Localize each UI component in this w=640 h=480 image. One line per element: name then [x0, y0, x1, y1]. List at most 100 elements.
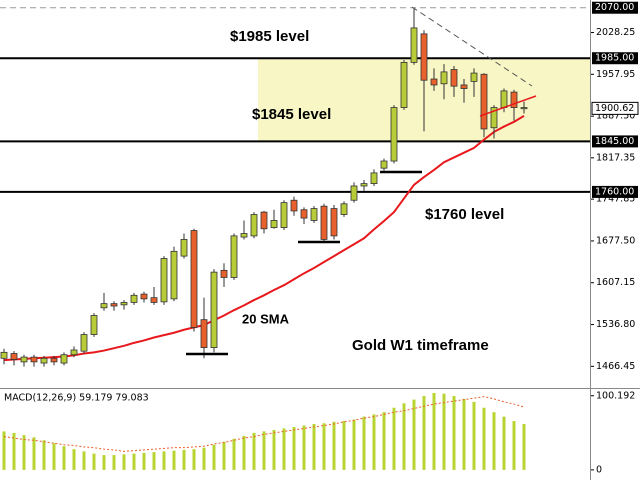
candle-body: [440, 71, 448, 85]
macd-bar: [112, 455, 116, 470]
macd-bar: [222, 441, 226, 470]
macd-bar: [412, 399, 416, 470]
macd-bar: [482, 407, 486, 470]
macd-bar: [492, 412, 496, 470]
candle-body: [240, 233, 248, 238]
macd-bar: [362, 416, 366, 470]
macd-bar: [522, 424, 526, 470]
y-tick-label: 1887.50: [596, 111, 635, 122]
y-tick-label: 1466.45: [596, 361, 635, 372]
y-tick-label: 1817.35: [596, 152, 635, 163]
macd-bar: [432, 392, 436, 470]
level-label: 1760.00: [595, 186, 634, 197]
macd-bar: [162, 451, 166, 470]
y-tick-label: 1677.50: [596, 235, 635, 246]
macd-bar: [192, 449, 196, 470]
annotation: Gold W1 timeframe: [352, 337, 489, 354]
y-tick-label: 1747.85: [596, 194, 635, 205]
macd-bar: [22, 435, 26, 470]
macd-bar: [242, 435, 246, 470]
macd-bar: [282, 428, 286, 470]
macd-bar: [332, 421, 336, 470]
candle-body: [390, 107, 398, 162]
price-label: 1900.62: [595, 103, 634, 114]
macd-bar: [502, 416, 506, 470]
macd-bar: [462, 398, 466, 470]
candle-body: [120, 302, 128, 306]
price-label-box: [591, 101, 639, 115]
support-line: [479, 95, 537, 117]
level-label-box: [592, 52, 638, 65]
candle-body: [0, 351, 8, 359]
macd-bar: [512, 421, 516, 470]
macd-bar: [72, 449, 76, 470]
macd-bar: [292, 426, 296, 470]
y-tick-label: 1607.15: [596, 277, 635, 288]
candle-body: [520, 107, 528, 110]
candle-body: [420, 33, 428, 81]
candle-body: [80, 334, 88, 352]
annotation: $1845 level: [252, 106, 331, 123]
macd-bar: [352, 419, 356, 470]
macd-bar: [442, 393, 446, 470]
annotation: $1985 level: [230, 28, 309, 45]
level-label: 1845.00: [595, 136, 634, 147]
y-tick-label: 0: [596, 464, 602, 475]
candle-body: [380, 160, 388, 169]
candle-body: [370, 172, 378, 185]
candle-body: [170, 250, 178, 300]
candle-body: [450, 69, 458, 87]
macd-bar: [372, 414, 376, 470]
candle-body: [100, 303, 108, 309]
candle-body: [460, 84, 468, 89]
candle-body: [260, 211, 268, 230]
candle-body: [470, 72, 478, 82]
candle-body: [430, 78, 438, 86]
y-tick-label: 1536.80: [596, 319, 635, 330]
candle-body: [210, 271, 218, 348]
candle-body: [310, 208, 318, 221]
candle-body: [180, 239, 188, 257]
candle-body: [320, 205, 328, 240]
macd-bar: [312, 424, 316, 470]
macd-bar: [342, 421, 346, 470]
level-label: 2070.00: [595, 2, 634, 13]
candle-body: [340, 203, 348, 215]
candle-body: [130, 294, 138, 303]
macd-bar: [322, 423, 326, 470]
macd-bar: [122, 454, 126, 470]
macd-bar: [452, 395, 456, 470]
macd-bar: [422, 395, 426, 470]
macd-bar: [212, 444, 216, 470]
candle-body: [330, 208, 338, 237]
macd-bar: [252, 432, 256, 470]
candle-body: [400, 61, 408, 108]
candle-body: [30, 356, 38, 363]
macd-bar: [202, 447, 206, 470]
candle-body: [140, 293, 148, 300]
candle-body: [280, 202, 288, 228]
level-label-box: [592, 1, 638, 14]
candle-body: [110, 303, 118, 307]
candle-body: [190, 230, 198, 328]
macd-bar: [2, 431, 6, 470]
candle-body: [250, 214, 258, 237]
y-tick-label: 100.192: [596, 390, 635, 401]
candle-body: [200, 319, 208, 348]
macd-bar: [302, 425, 306, 470]
candle-body: [480, 73, 488, 130]
macd-bar: [262, 431, 266, 470]
sma-line: [3, 115, 525, 362]
candle-body: [60, 354, 68, 364]
candle-body: [500, 90, 508, 108]
macd-bar: [42, 440, 46, 470]
macd-bar: [272, 429, 276, 470]
macd-bar: [12, 432, 16, 470]
sma-label: 20 SMA: [242, 311, 290, 326]
candle-body: [90, 315, 98, 335]
candle-body: [20, 356, 28, 363]
level-label-box: [592, 135, 638, 148]
candle-body: [300, 209, 308, 219]
level-label-box: [592, 185, 638, 198]
